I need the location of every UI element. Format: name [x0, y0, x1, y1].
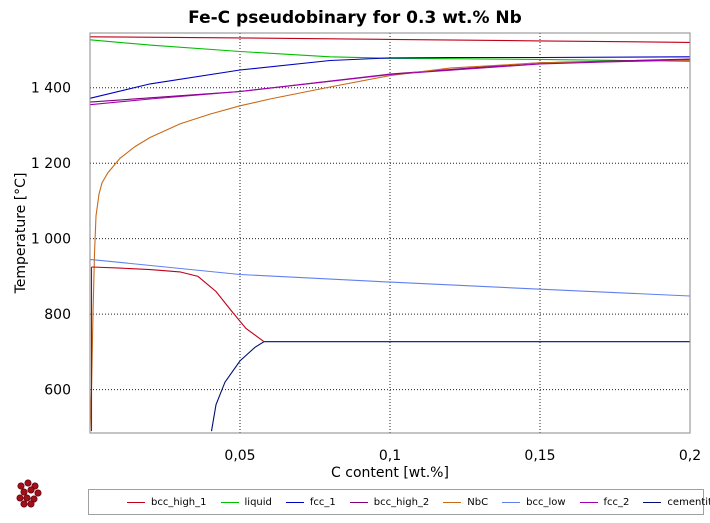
software-logo [14, 478, 46, 512]
y-tick-label: 1 000 [31, 232, 71, 248]
legend-item: bcc_high_2 [349, 496, 430, 508]
legend-label: fcc_1 [309, 496, 336, 508]
series-line-bcc-high-1 [89, 36, 691, 43]
legend-swatch [349, 501, 368, 503]
legend-swatch [285, 501, 304, 503]
legend-swatch [579, 501, 598, 503]
legend-item: NbC [443, 497, 488, 508]
y-tick-label: 600 [44, 383, 71, 399]
plot-frame [89, 32, 691, 434]
legend-label: bcc_high_1 [151, 496, 207, 508]
chart-legend: bcc_high_1 liquid fcc_1 bcc_high_2 NbC bcc_lo… [88, 489, 710, 515]
legend-item: cementite [643, 497, 710, 508]
y-tick-label: 1 400 [31, 81, 71, 97]
legend-label: fcc_2 [603, 496, 630, 508]
legend-item: bcc_low [502, 496, 566, 508]
series-lines [89, 36, 691, 432]
series-line-liquid [89, 39, 691, 62]
y-tick-label: 1 200 [31, 156, 71, 172]
grid-lines [90, 33, 691, 433]
series-line-bcc-high-1-boundary [91, 266, 265, 343]
legend-label: NbC [467, 496, 489, 508]
legend-swatch [443, 501, 462, 503]
x-tick-label: 0,05 [224, 448, 255, 464]
legend-label: bcc_high_2 [373, 496, 430, 508]
series-line-bcc-high-2 [89, 58, 691, 103]
legend-item: fcc_2 [579, 496, 630, 508]
x-axis-label: C content [wt.%] [331, 465, 449, 481]
x-tick-label: 0,15 [524, 448, 555, 464]
series-line-fcc-1 [89, 56, 691, 99]
y-tick-labels: 600 800 1 000 1 200 1 400 [31, 81, 71, 399]
legend-swatch [502, 501, 521, 503]
atom-cluster-icon [16, 479, 42, 508]
legend-swatch [220, 501, 239, 503]
x-tick-label: 0,1 [379, 448, 401, 464]
legend-label: bcc_low [526, 496, 566, 508]
series-line-bcc-low [89, 258, 691, 297]
y-axis-label: Temperature [°C] [13, 173, 29, 295]
x-tick-labels: 0,05 0,1 0,15 0,2 [224, 448, 701, 464]
legend-label: cementite [667, 496, 710, 508]
x-tick-label: 0,2 [679, 448, 701, 464]
legend-item: bcc_high_1 [127, 497, 207, 508]
legend-item: liquid [220, 496, 272, 508]
y-tick-label: 800 [44, 307, 71, 323]
chart-title: Fe-C pseudobinary for 0.3 wt.% Nb [188, 8, 522, 28]
series-line-cementite [210, 341, 690, 432]
legend-label: liquid [244, 496, 272, 508]
series-line-fcc-2 [89, 58, 691, 106]
legend-swatch [643, 501, 662, 503]
legend-item: fcc_1 [285, 496, 336, 508]
series-line-nbc [89, 59, 691, 432]
legend-swatch [127, 501, 145, 503]
